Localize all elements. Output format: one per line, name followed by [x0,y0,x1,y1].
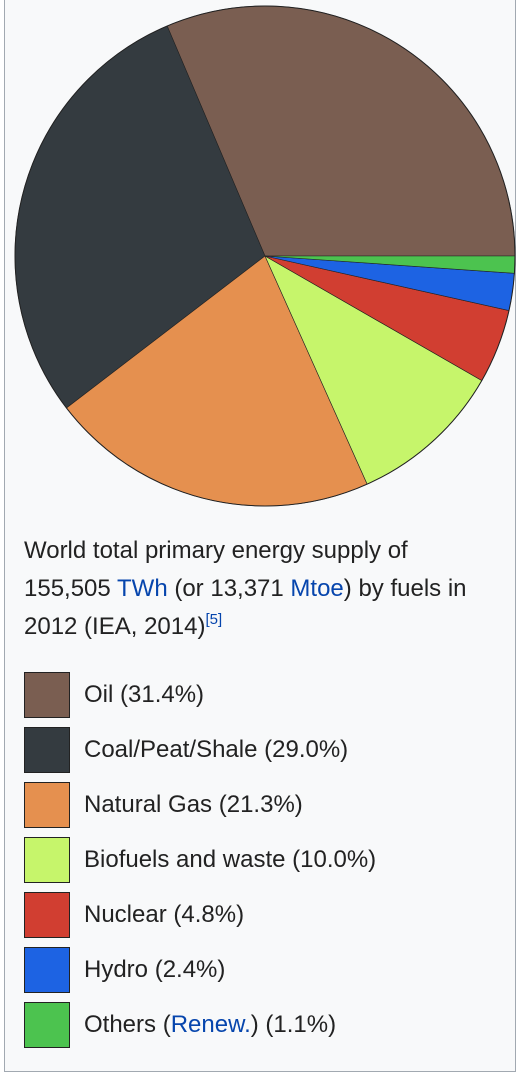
legend-swatch [24,947,70,993]
legend-label: Others (Renew.) (1.1%) [84,1002,336,1048]
value-label: (31.4%) [120,681,205,708]
legend-swatch [24,727,70,773]
legend-label: Nuclear (4.8%) [84,892,244,938]
category-name: Coal/Peat/Shale [84,736,258,763]
value-label: (4.8%) [173,901,245,928]
text-span: Others ( [84,1011,171,1038]
legend-entry: Biofuels and waste (10.0%) [24,837,376,892]
value-label: (10.0%) [292,846,377,873]
category-name: Hydro [84,956,149,983]
legend-swatch [24,672,70,718]
pie-outline [14,5,516,507]
value-label: (1.1%) [265,1011,337,1038]
category-name: Biofuels and waste [84,846,286,873]
legend-swatch [24,782,70,828]
value-label: (2.4%) [154,956,226,983]
legend-entry: Others (Renew.) (1.1%) [24,1002,376,1057]
text-span: World total primary energy supply of 155… [24,537,408,602]
text-span: ) by fuels in 2012 (IEA, 2014) [24,575,467,640]
legend-label: Oil (31.4%) [84,672,204,718]
legend-label: Hydro (2.4%) [84,947,225,993]
link[interactable]: TWh [117,575,168,602]
category-name: Nuclear [84,901,167,928]
link[interactable]: Renew. [170,1011,251,1038]
value-label: (21.3%) [218,791,303,818]
link[interactable]: [5] [205,611,223,628]
legend-entry: Oil (31.4%) [24,672,376,727]
value-label: (29.0%) [264,736,349,763]
text-span: ) [250,1011,259,1038]
legend-label: Natural Gas (21.3%) [84,782,303,828]
pie-chart [14,5,516,507]
legend: Oil (31.4%) Coal/Peat/Shale (29.0%) Natura… [24,672,376,1057]
caption: World total primary energy supply of 155… [24,532,494,646]
legend-label: Coal/Peat/Shale (29.0%) [84,727,348,773]
legend-label: Biofuels and waste (10.0%) [84,837,376,883]
legend-swatch [24,892,70,938]
link[interactable]: Mtoe [290,575,344,602]
legend-entry: Nuclear (4.8%) [24,892,376,947]
legend-entry: Coal/Peat/Shale (29.0%) [24,727,376,782]
legend-swatch [24,837,70,883]
legend-entry: Natural Gas (21.3%) [24,782,376,837]
text-span: (or 13,371 [167,575,291,602]
legend-entry: Hydro (2.4%) [24,947,376,1002]
category-name: Natural Gas [84,791,213,818]
category-name: Oil [84,681,114,708]
legend-swatch [24,1002,70,1048]
